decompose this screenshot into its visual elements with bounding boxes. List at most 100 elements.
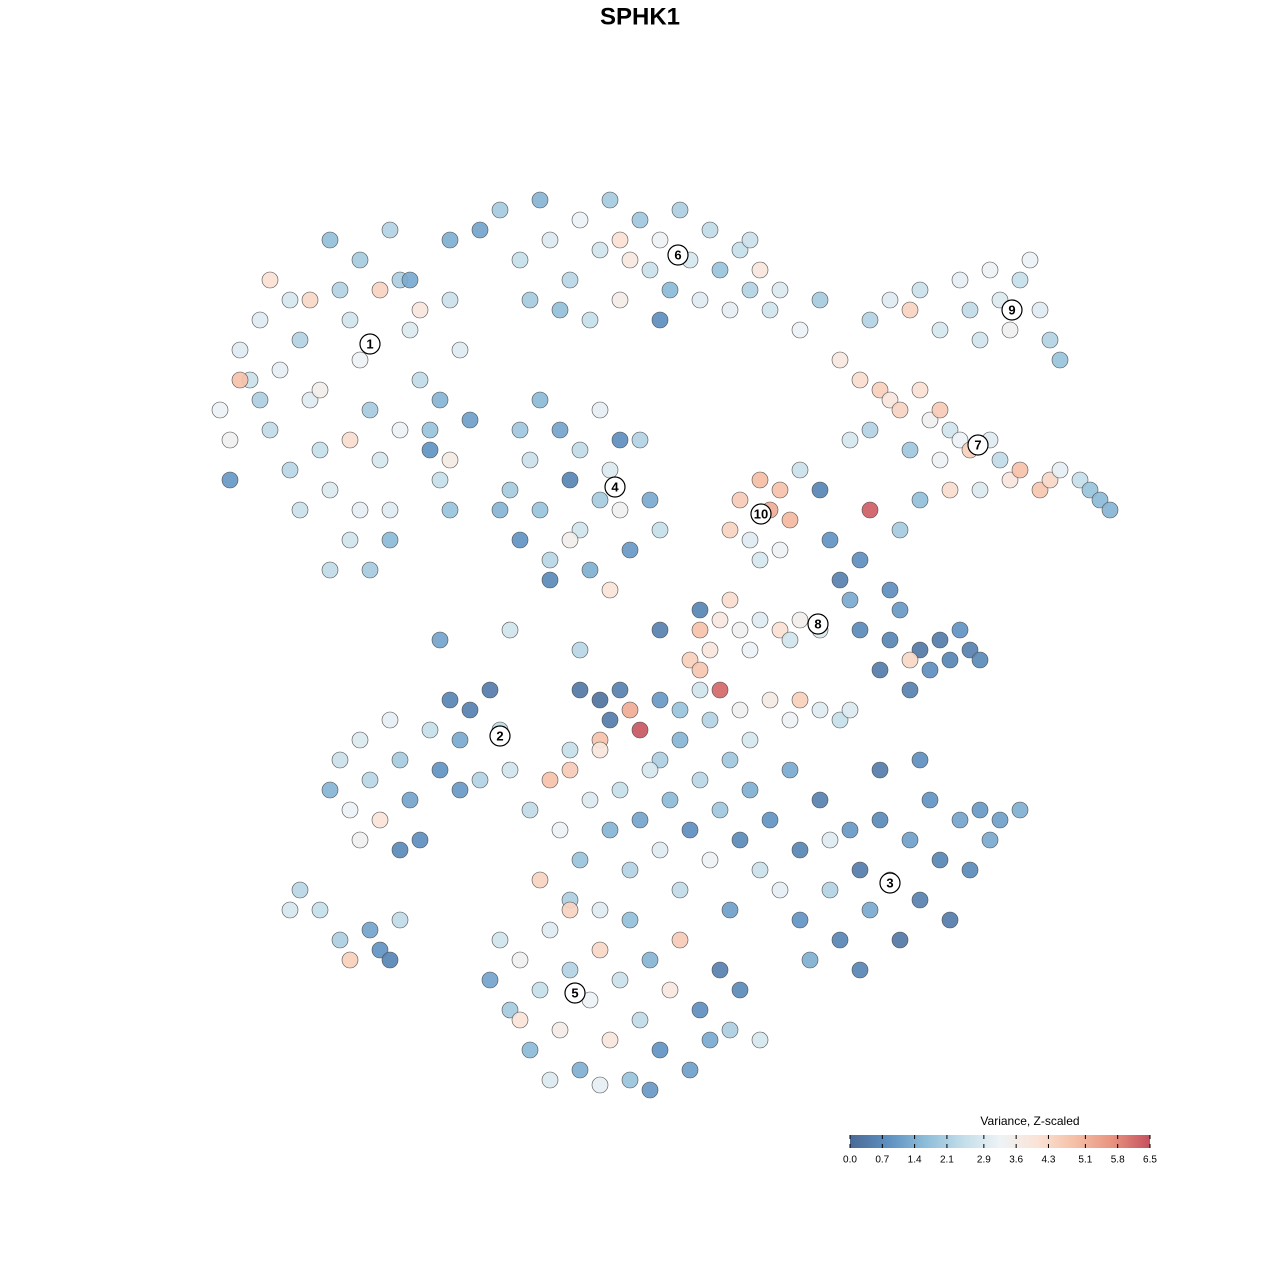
point [621, 1071, 639, 1089]
point [641, 1081, 659, 1099]
point [651, 751, 669, 769]
point [411, 301, 429, 319]
point [541, 571, 559, 589]
point [321, 781, 339, 799]
cluster-label: 6 [674, 247, 681, 262]
point [581, 791, 599, 809]
point [741, 531, 759, 549]
point [571, 851, 589, 869]
point [621, 251, 639, 269]
annotation-layer: 1 6 9 7 4 10 8 2 3 5 [359, 244, 1023, 1004]
point [651, 231, 669, 249]
point [561, 531, 579, 549]
point [351, 731, 369, 749]
colorbar-tick-label: 2.1 [940, 1155, 954, 1166]
colorbar-tick-label: 5.8 [1111, 1155, 1125, 1166]
point [511, 251, 529, 269]
point [1011, 461, 1029, 479]
point [651, 521, 669, 539]
point [641, 491, 659, 509]
colorbar-tick-label: 1.4 [908, 1155, 922, 1166]
colorbar-tick-label: 0.0 [843, 1155, 857, 1166]
point [391, 421, 409, 439]
point [881, 631, 899, 649]
point [391, 911, 409, 929]
point [511, 1011, 529, 1029]
point [1031, 481, 1049, 499]
point [551, 821, 569, 839]
point [751, 611, 769, 629]
point [251, 311, 269, 329]
point [951, 811, 969, 829]
point [791, 691, 809, 709]
cluster-label: 3 [886, 875, 893, 890]
point [861, 501, 879, 519]
point [391, 841, 409, 859]
point [391, 751, 409, 769]
point [231, 371, 249, 389]
point [531, 501, 549, 519]
point [791, 841, 809, 859]
point [641, 261, 659, 279]
point [731, 621, 749, 639]
point [341, 801, 359, 819]
point [681, 821, 699, 839]
point [591, 741, 609, 759]
point [501, 621, 519, 639]
point [941, 481, 959, 499]
point [771, 541, 789, 559]
point [851, 551, 869, 569]
point [721, 901, 739, 919]
point [951, 621, 969, 639]
point [541, 551, 559, 569]
point [541, 231, 559, 249]
cluster-label-badge [807, 613, 829, 635]
point [441, 291, 459, 309]
point [871, 761, 889, 779]
point [291, 501, 309, 519]
point [891, 931, 909, 949]
point [561, 961, 579, 979]
point [881, 291, 899, 309]
point [341, 431, 359, 449]
point [931, 321, 949, 339]
cluster-label-badge [359, 333, 381, 355]
point [791, 321, 809, 339]
point [601, 821, 619, 839]
point [361, 771, 379, 789]
point [701, 711, 719, 729]
point [621, 911, 639, 929]
point [691, 681, 709, 699]
point [721, 521, 739, 539]
point [851, 861, 869, 879]
point [791, 461, 809, 479]
point [601, 191, 619, 209]
cluster-label: 8 [814, 616, 821, 631]
point [811, 481, 829, 499]
point [941, 911, 959, 929]
point [611, 681, 629, 699]
point [961, 301, 979, 319]
point [321, 481, 339, 499]
point [591, 691, 609, 709]
colorbar-tick-label: 0.7 [875, 1155, 889, 1166]
point [611, 431, 629, 449]
point [561, 271, 579, 289]
point [901, 651, 919, 669]
point [1051, 461, 1069, 479]
point [421, 421, 439, 439]
point [431, 761, 449, 779]
point [401, 321, 419, 339]
point [961, 641, 979, 659]
point [981, 261, 999, 279]
point [291, 331, 309, 349]
point [911, 381, 929, 399]
point [951, 271, 969, 289]
point [331, 931, 349, 949]
point [351, 501, 369, 519]
point [651, 621, 669, 639]
point [911, 281, 929, 299]
point [361, 561, 379, 579]
point [281, 291, 299, 309]
point [301, 391, 319, 409]
